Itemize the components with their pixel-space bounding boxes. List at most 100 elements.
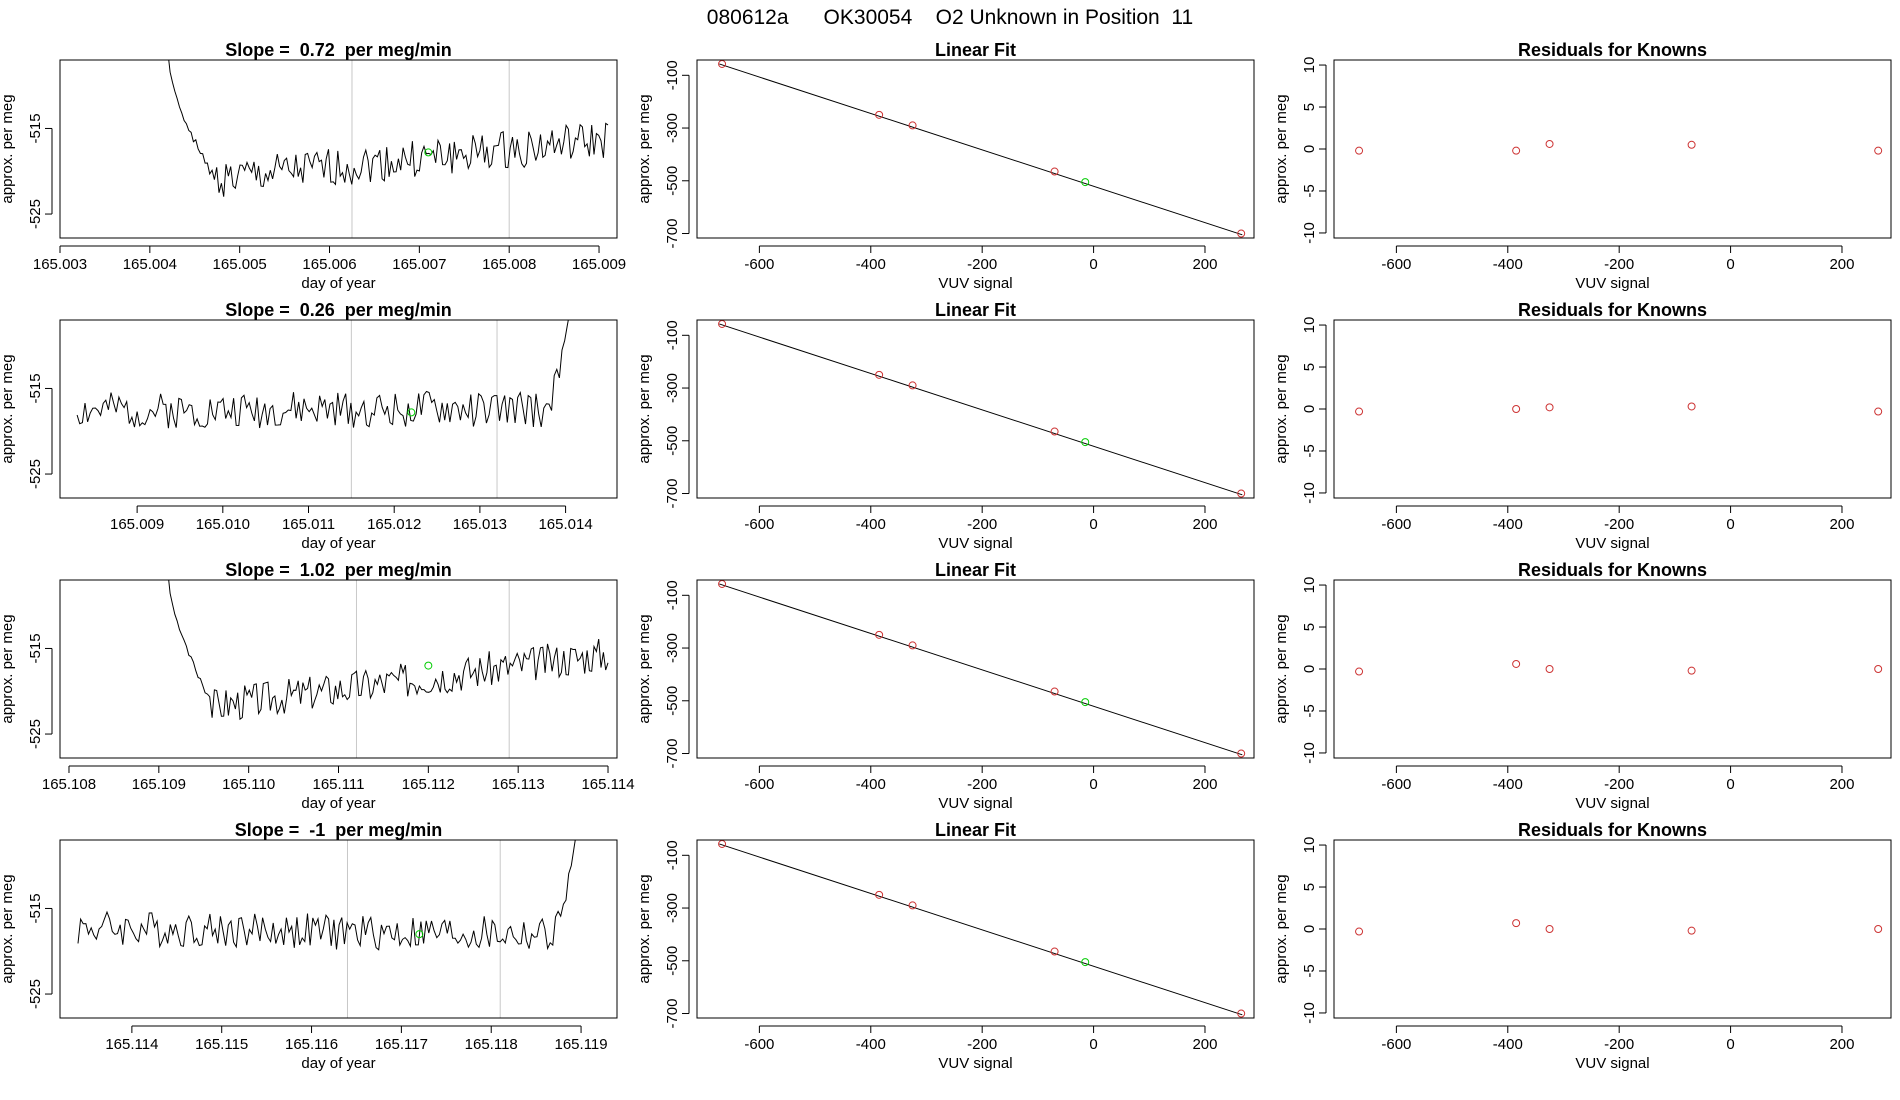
panel-0-0: Slope = 0.72 per meg/min 165.003 165.004 16… — [0, 40, 626, 292]
known-point — [1237, 229, 1246, 238]
x-tick-label: 165.114 — [581, 776, 634, 793]
x-tick-label: -600 — [1381, 516, 1411, 533]
x-tick-label: 165.010 — [196, 516, 250, 533]
y-tick-label: -10 — [1301, 742, 1318, 764]
y-tick-label: -500 — [664, 166, 681, 196]
x-axis-label: VUV signal — [1575, 1055, 1649, 1072]
unknown-marker — [424, 661, 433, 670]
x-tick-label: 165.009 — [110, 516, 164, 533]
x-tick-label: -400 — [1493, 1036, 1523, 1053]
residual-point — [1512, 659, 1521, 668]
x-tick-label: 0 — [1089, 776, 1097, 793]
unknown-point — [1081, 958, 1090, 967]
x-tick-label: -600 — [1381, 1036, 1411, 1053]
y-axis-label: approx. per meg — [0, 354, 16, 463]
x-axis-label: VUV signal — [1575, 275, 1649, 292]
plot-frame — [59, 579, 618, 759]
panel-title: Slope = -1 per meg/min — [235, 820, 443, 840]
unknown-marker — [424, 148, 433, 157]
x-tick-label: 165.108 — [42, 776, 96, 793]
y-tick-label: 10 — [1301, 577, 1318, 594]
x-tick-label: -400 — [1493, 516, 1523, 533]
residual-point — [1512, 919, 1521, 928]
fit-line — [719, 63, 1243, 236]
y-tick-label: -700 — [664, 219, 681, 249]
unknown-marker — [415, 930, 424, 939]
x-tick-label: 0 — [1726, 776, 1734, 793]
y-tick-label: 10 — [1301, 317, 1318, 334]
y-tick-label: -10 — [1301, 1002, 1318, 1024]
x-tick-label: -400 — [1493, 776, 1523, 793]
residual-point — [1874, 407, 1883, 416]
residual-point — [1545, 403, 1554, 412]
x-tick-label: 165.109 — [132, 776, 186, 793]
y-tick-label: -5 — [1301, 444, 1318, 457]
panel-title: Slope = 0.26 per meg/min — [225, 300, 452, 320]
residual-point — [1545, 665, 1554, 673]
y-tick-label: -100 — [664, 60, 681, 90]
plot-frame — [1333, 59, 1892, 239]
residual-point — [1687, 926, 1696, 935]
residual-point — [1545, 925, 1554, 933]
x-tick-label: 200 — [1829, 516, 1854, 533]
x-tick-label: 165.004 — [123, 256, 177, 273]
y-axis-label: approx. per meg — [0, 874, 16, 983]
panel-title: Residuals for Knowns — [1518, 560, 1707, 580]
residual-point — [1545, 139, 1554, 148]
x-tick-label: 165.111 — [313, 776, 365, 793]
x-tick-label: -400 — [856, 516, 886, 533]
x-tick-label: -200 — [1604, 256, 1634, 273]
y-tick-label: -5 — [1301, 964, 1318, 977]
x-tick-label: -600 — [1381, 776, 1411, 793]
x-tick-label: -200 — [967, 1036, 997, 1053]
y-tick-label: -525 — [27, 719, 44, 749]
y-tick-label: -515 — [27, 113, 44, 143]
x-tick-label: 165.003 — [33, 256, 87, 273]
main-title: 080612a OK30054 O2 Unknown in Position 1… — [707, 6, 1193, 29]
x-tick-label: 200 — [1829, 1036, 1854, 1053]
x-tick-label: 165.009 — [572, 256, 626, 273]
residual-point — [1512, 405, 1521, 413]
plot-frame — [1333, 839, 1892, 1019]
x-tick-label: -400 — [856, 256, 886, 273]
residual-point — [1355, 667, 1364, 676]
known-point — [875, 370, 884, 379]
x-tick-label: -200 — [1604, 516, 1634, 533]
residual-point — [1355, 146, 1364, 155]
x-axis-label: day of year — [301, 535, 375, 552]
panel-title: Residuals for Knowns — [1518, 40, 1707, 60]
plot-frame — [59, 59, 618, 239]
x-tick-label: 165.116 — [285, 1036, 338, 1053]
unknown-point — [1081, 438, 1090, 447]
residual-point — [1687, 140, 1696, 149]
y-tick-label: -700 — [664, 479, 681, 509]
x-tick-label: -600 — [744, 516, 774, 533]
y-axis-label: approx. per meg — [1273, 354, 1290, 463]
y-tick-label: -525 — [27, 459, 44, 489]
y-tick-label: -700 — [664, 999, 681, 1029]
residual-point — [1874, 925, 1883, 933]
x-tick-label: 165.114 — [105, 1036, 158, 1053]
x-axis-label: day of year — [301, 795, 375, 812]
x-tick-label: -200 — [967, 516, 997, 533]
x-axis-label: VUV signal — [1575, 795, 1649, 812]
panel-title: Residuals for Knowns — [1518, 820, 1707, 840]
panel-title: Linear Fit — [935, 40, 1016, 60]
x-tick-label: -200 — [1604, 776, 1634, 793]
panel-title: Linear Fit — [935, 820, 1016, 840]
plot-frame — [1333, 319, 1892, 499]
unknown-marker — [407, 408, 416, 417]
x-tick-label: 0 — [1726, 516, 1734, 533]
panel-0-1: Linear Fit -600 -400 -200 0 200 VUV signal -100… — [636, 40, 1255, 292]
x-tick-label: -600 — [744, 256, 774, 273]
panel-3-1: Linear Fit -600 -400 -200 0 200 VUV signal -100… — [636, 820, 1255, 1072]
data-series-line — [168, 580, 609, 721]
y-tick-label: 5 — [1301, 883, 1318, 891]
known-point — [875, 630, 884, 639]
y-tick-label: 0 — [1301, 405, 1318, 413]
y-axis-label: approx. per meg — [1273, 874, 1290, 983]
x-axis-label: VUV signal — [938, 1055, 1012, 1072]
x-tick-label: 165.110 — [222, 776, 275, 793]
plot-frame — [696, 319, 1255, 499]
